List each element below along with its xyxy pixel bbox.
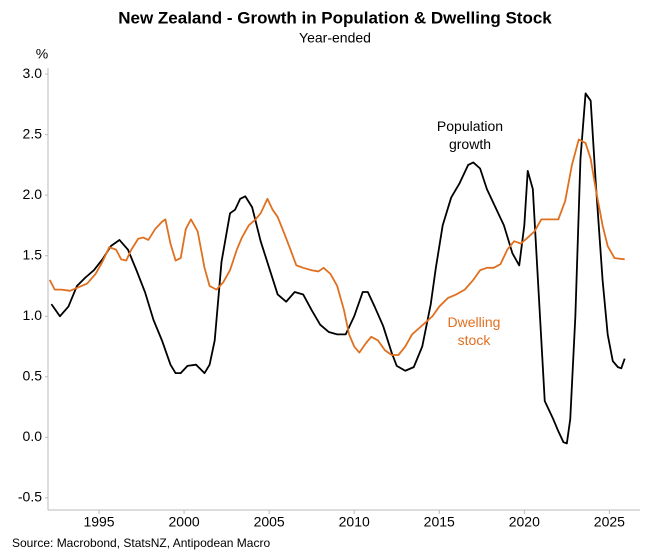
x-tick-label: 2025 bbox=[594, 514, 625, 530]
y-tick-label: 0.0 bbox=[23, 428, 43, 444]
x-tick-label: 2015 bbox=[424, 514, 455, 530]
series-line bbox=[50, 92, 626, 445]
y-tick-label: 0.5 bbox=[23, 367, 43, 383]
y-tick-label: 2.5 bbox=[23, 125, 43, 141]
chart-subtitle: Year-ended bbox=[299, 30, 371, 46]
annotation: Population growth bbox=[436, 118, 504, 152]
x-tick-label: 2020 bbox=[509, 514, 540, 530]
x-tick-label: 2005 bbox=[254, 514, 285, 530]
y-tick-label: 2.0 bbox=[23, 186, 43, 202]
y-tick-label: -0.5 bbox=[18, 489, 42, 505]
x-tick-label: 2010 bbox=[339, 514, 370, 530]
y-axis-label: % bbox=[36, 46, 48, 62]
y-tick-label: 1.5 bbox=[23, 246, 43, 262]
series-line bbox=[48, 138, 625, 356]
y-tick-label: 1.0 bbox=[23, 307, 43, 323]
x-tick-label: 2000 bbox=[169, 514, 200, 530]
annotation: Dwelling stock bbox=[447, 314, 501, 348]
source: Source: Macrobond, StatsNZ, Antipodean M… bbox=[12, 536, 270, 550]
x-tick-label: 1995 bbox=[83, 514, 114, 530]
y-tick-label: 3.0 bbox=[23, 65, 43, 81]
chart-title: New Zealand - Growth in Population & Dwe… bbox=[118, 8, 552, 27]
